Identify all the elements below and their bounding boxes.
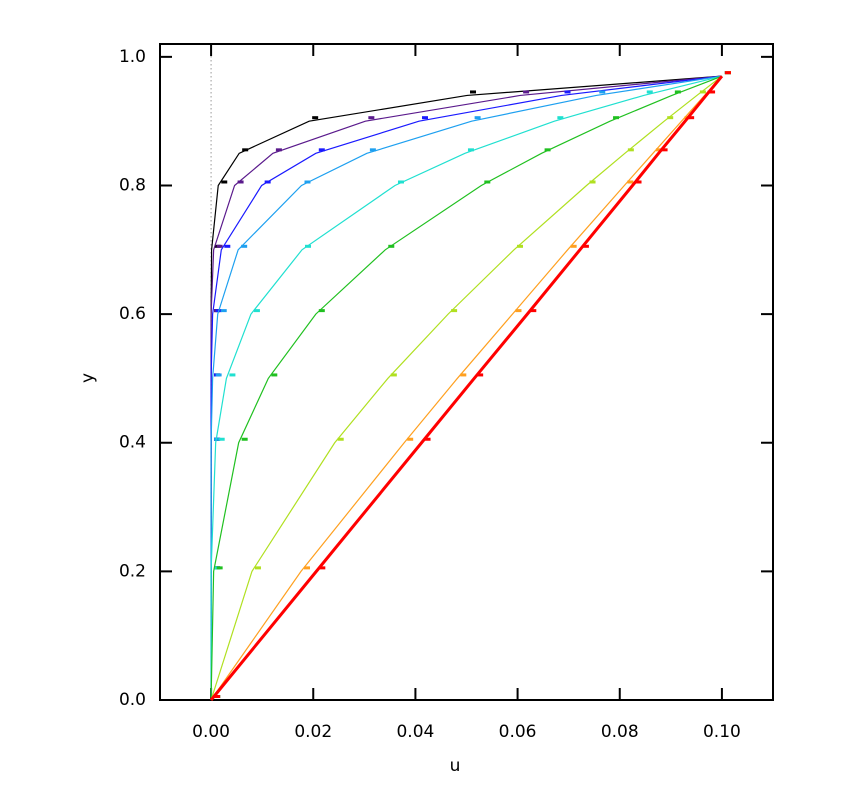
series-marker: [229, 373, 236, 377]
x-tick-label: 0.08: [601, 722, 639, 742]
series-marker: [724, 71, 731, 75]
y-tick-label: 0.4: [119, 433, 146, 453]
plot-frame: [159, 43, 774, 701]
y-tick-label: 0.0: [119, 690, 146, 710]
series-marker: [627, 180, 634, 184]
series-marker: [241, 437, 248, 441]
series-marker: [303, 566, 310, 570]
series-marker: [467, 148, 474, 152]
series-marker: [215, 373, 222, 377]
series-line: [209, 75, 724, 701]
series-line: [210, 75, 723, 701]
series-line: [210, 75, 723, 700]
y-tick-label: 0.8: [119, 175, 146, 195]
series-marker: [368, 116, 375, 120]
series-marker: [241, 244, 248, 248]
series-marker: [318, 148, 325, 152]
series-marker: [674, 90, 681, 94]
series-line: [210, 75, 723, 701]
series-marker: [484, 180, 491, 184]
series-marker: [557, 116, 564, 120]
series-marker: [451, 309, 458, 313]
series-marker: [530, 309, 537, 313]
series-marker: [709, 90, 716, 94]
series-marker: [397, 180, 404, 184]
series-marker: [216, 244, 223, 248]
series-marker: [337, 437, 344, 441]
series-marker: [214, 437, 221, 441]
series-line: [210, 75, 723, 701]
series-marker: [655, 148, 662, 152]
series-marker: [214, 695, 221, 698]
series-marker: [523, 90, 530, 94]
series-marker: [271, 373, 278, 377]
series-marker: [589, 180, 596, 184]
series-marker: [667, 116, 674, 120]
series-marker: [421, 116, 428, 120]
series-marker: [388, 244, 395, 248]
series-marker: [570, 244, 577, 248]
series-marker: [218, 437, 225, 441]
series-marker: [319, 566, 326, 570]
series-marker: [613, 116, 620, 120]
series-marker: [221, 180, 228, 184]
series-marker: [699, 90, 706, 94]
x-tick-label: 0.10: [703, 722, 741, 742]
x-tick-label: 0.02: [294, 722, 332, 742]
series-marker: [599, 90, 606, 94]
series-line: [210, 75, 723, 700]
y-tick-label: 0.2: [119, 561, 146, 581]
series-marker: [369, 148, 376, 152]
series-marker: [474, 116, 481, 120]
series-marker: [254, 566, 261, 570]
series-marker: [424, 437, 431, 441]
series-marker: [515, 309, 522, 313]
series-marker: [216, 566, 223, 570]
series-marker: [582, 244, 589, 248]
series-marker: [264, 180, 271, 184]
y-tick-label: 0.6: [119, 304, 146, 324]
series-marker: [627, 148, 634, 152]
series-marker: [318, 309, 325, 313]
series-marker: [305, 244, 312, 248]
series-marker: [275, 148, 282, 152]
y-tick-label: 1.0: [119, 47, 146, 67]
series-marker: [312, 116, 319, 120]
series-marker: [544, 148, 551, 152]
series-marker: [470, 90, 477, 94]
series-marker: [253, 309, 260, 313]
x-axis-label: u: [450, 756, 461, 776]
series-marker: [646, 90, 653, 94]
series-marker: [242, 148, 249, 152]
series-marker: [237, 180, 244, 184]
x-tick-label: 0.04: [396, 722, 434, 742]
x-tick-label: 0.00: [192, 722, 230, 742]
series-marker: [635, 180, 642, 184]
series-marker: [460, 373, 467, 377]
series-marker: [390, 373, 397, 377]
y-axis-label: y: [78, 373, 98, 383]
series-marker: [304, 180, 311, 184]
series-marker: [224, 244, 231, 248]
series-marker: [661, 148, 668, 152]
series-marker: [564, 90, 571, 94]
series-marker: [407, 437, 414, 441]
x-tick-label: 0.06: [499, 722, 537, 742]
series-marker: [220, 309, 227, 313]
series-marker: [517, 244, 524, 248]
series-marker: [477, 373, 484, 377]
series-marker: [688, 116, 695, 120]
